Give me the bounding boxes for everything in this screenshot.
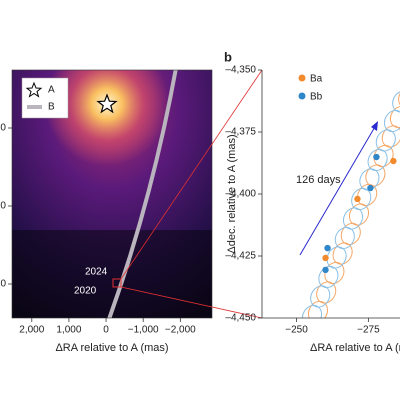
point (322, 254, 329, 262)
helix-loop (316, 281, 337, 304)
annotation: 2020 (74, 286, 97, 297)
y-tick-label: 0 (0, 279, 6, 290)
x-tick-label: 2,000 (19, 325, 44, 336)
panel-label: b (224, 49, 232, 64)
x-axis-label: ΔRA relative to A (mas) (310, 342, 400, 354)
helix-loop (340, 222, 361, 246)
point (373, 153, 380, 161)
y-tick-label: –4,425 (225, 251, 256, 262)
x-tick-label: −1,000 (128, 325, 159, 336)
orbit-helix (301, 86, 400, 318)
legend-marker (298, 92, 306, 100)
point (324, 244, 331, 252)
star-a (96, 93, 118, 114)
y-axis-label: Δdec. relative to A (mas) (226, 134, 238, 253)
helix-loop (326, 246, 347, 269)
x-axis-label: ΔRA relative to A (mas) (55, 342, 168, 354)
y-tick-label: –4,350 (225, 65, 256, 76)
helix-loop (351, 187, 372, 211)
y-tick-label: −2,000 (0, 201, 6, 212)
helix-loop (310, 285, 331, 308)
helix-loop (392, 90, 400, 113)
point (367, 184, 374, 192)
helix-loop (307, 300, 329, 318)
legend-label: A (48, 85, 55, 96)
zoom-line (120, 286, 263, 319)
helix-loop (301, 304, 323, 318)
x-tick-label: 1,000 (56, 325, 81, 336)
helix-loop (342, 207, 364, 230)
helix-loop (334, 226, 355, 250)
zoom-line (120, 69, 263, 280)
point (354, 195, 361, 203)
y-tick-label: –4,375 (225, 127, 256, 138)
helix-loop (359, 168, 380, 191)
helix-loop (318, 265, 339, 289)
y-tick-label: –4,400 (225, 189, 256, 200)
legend-label: Ba (310, 74, 323, 85)
helix-loop (348, 203, 370, 226)
arrow (299, 124, 377, 256)
y-tick-label: –4,450 (225, 313, 256, 324)
helix-loop (357, 183, 378, 207)
x-tick-label: 0 (103, 325, 109, 336)
annotation: 2024 (85, 267, 108, 278)
helix-loop (367, 148, 388, 172)
y-tick-label: −4,000 (0, 123, 6, 134)
point (322, 266, 329, 274)
legend-marker (298, 74, 306, 82)
x-tick-label: −275 (357, 325, 380, 336)
x-tick-label: −250 (285, 325, 308, 336)
legend: A B (21, 77, 69, 119)
legend-label: Bb (310, 92, 323, 103)
arrow-head (371, 121, 378, 131)
point (390, 157, 397, 165)
x-tick-label: −2,000 (165, 325, 196, 336)
helix-loop (332, 242, 353, 265)
helix-loop (389, 105, 400, 129)
annotation: 126 days (296, 174, 341, 186)
legend-label: B (48, 102, 55, 113)
helix-loop (375, 129, 396, 152)
